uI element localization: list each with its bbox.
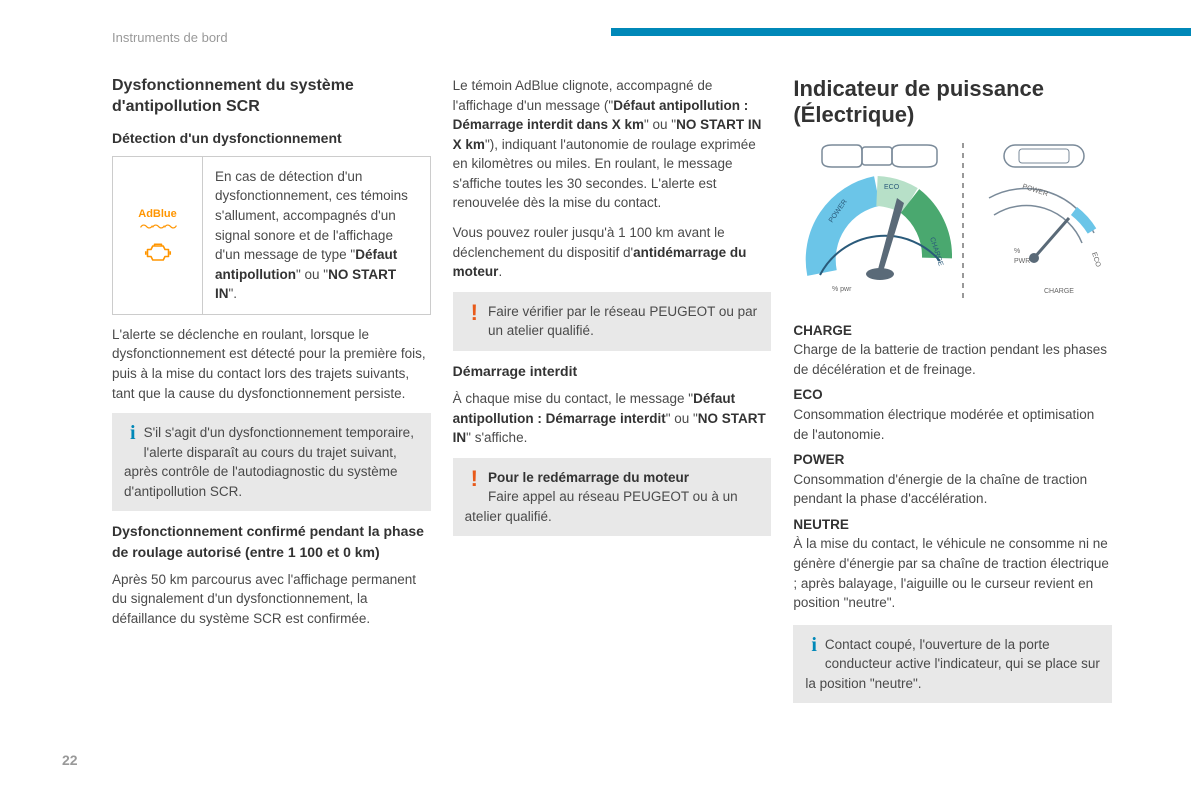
iconbox-text: En cas de détection d'un dysfonctionneme… <box>203 157 430 314</box>
col2-p1d: "), indiquant l'autonomie de roulage exp… <box>453 137 756 211</box>
charge-text: Charge de la batterie de traction pendan… <box>793 342 1107 377</box>
col1-info1: i S'il s'agit d'un dysfonctionnement tem… <box>112 413 431 511</box>
warning-icon: ! <box>471 468 478 490</box>
col2-p3d: " s'affiche. <box>466 430 527 445</box>
neutre-label: NEUTRE <box>793 515 1112 535</box>
col2-p3a: À chaque mise du contact, le message " <box>453 391 693 406</box>
iconbox-end: ". <box>229 286 238 301</box>
engine-warning-icon <box>144 242 172 264</box>
col2-warn1: ! Faire vérifier par le réseau PEUGEOT o… <box>453 292 772 351</box>
header-accent-bar <box>611 28 1191 36</box>
col2-warn2-text: Faire appel au réseau PEUGEOT ou à un at… <box>465 489 738 524</box>
col3-title: Indicateur de puissance (Électrique) <box>793 76 1112 129</box>
neutre-text: À la mise du contact, le véhicule ne con… <box>793 536 1109 610</box>
adblue-icon: AdBlue 〜〜〜 <box>138 207 177 231</box>
col1-sub2: Dysfonctionnement confirmé pendant la ph… <box>112 521 431 562</box>
gauge-separator <box>962 143 964 303</box>
col1-para2: Après 50 km parcourus avec l'affichage p… <box>112 570 431 629</box>
info-icon: i <box>130 423 136 443</box>
col2-para2: Vous pouvez rouler jusqu'à 1 100 km avan… <box>453 223 772 282</box>
col2-p2c: . <box>498 264 502 279</box>
page-number: 22 <box>62 750 78 770</box>
col2-warn1-text: Faire vérifier par le réseau PEUGEOT ou … <box>488 304 757 339</box>
col2-warn2: ! Pour le redémarrage du moteur Faire ap… <box>453 458 772 537</box>
charge-label: CHARGE <box>793 321 1112 341</box>
gauge-left-icon: POWER ECO CHARGE % pwr <box>802 143 952 303</box>
iconbox-mid: " ou " <box>296 267 328 282</box>
svg-text:ECO: ECO <box>1090 251 1102 268</box>
power-label: POWER <box>793 450 1112 470</box>
svg-text:PWR: PWR <box>1014 258 1030 265</box>
col3-info1-text: Contact coupé, l'ouverture de la porte c… <box>805 637 1100 691</box>
power-text: Consommation d'énergie de la chaîne de t… <box>793 472 1087 507</box>
col2-p1c: " ou " <box>644 117 676 132</box>
icon-cell: AdBlue 〜〜〜 <box>113 157 203 314</box>
info-icon: i <box>811 635 817 655</box>
gauge-illustration: POWER ECO CHARGE % pwr POWER <box>793 143 1112 303</box>
eco-text: Consommation électrique modérée et optim… <box>793 407 1094 442</box>
warning-icon: ! <box>471 302 478 324</box>
page-content: Dysfonctionnement du système d'antipollu… <box>112 76 1112 713</box>
col2-warn2-bold: Pour le redémarrage du moteur <box>488 470 689 485</box>
col1-sub1: Détection d'un dysfonctionnement <box>112 128 431 148</box>
eco-label: ECO <box>793 385 1112 405</box>
col2-para3: À chaque mise du contact, le message "Dé… <box>453 389 772 448</box>
col1-title: Dysfonctionnement du système d'antipollu… <box>112 76 431 118</box>
svg-text:% pwr: % pwr <box>832 286 852 293</box>
col1-para1: L'alerte se déclenche en roulant, lorsqu… <box>112 325 431 403</box>
svg-text:POWER: POWER <box>1021 183 1048 198</box>
col3-info1: i Contact coupé, l'ouverture de la porte… <box>793 625 1112 704</box>
svg-text:%: % <box>1014 248 1020 255</box>
column-2: Le témoin AdBlue clignote, accompagné de… <box>453 76 772 713</box>
gauge-right-icon: POWER ECO CHARGE % PWR <box>974 143 1104 303</box>
col2-sub1: Démarrage interdit <box>453 361 772 381</box>
col2-p3c: " ou " <box>666 411 698 426</box>
definitions: CHARGE Charge de la batterie de traction… <box>793 321 1112 613</box>
column-1: Dysfonctionnement du système d'antipollu… <box>112 76 431 713</box>
svg-text:CHARGE: CHARGE <box>1044 288 1074 295</box>
col1-info1-text: S'il s'agit d'un dysfonctionnement tempo… <box>124 425 414 499</box>
warning-icon-box: AdBlue 〜〜〜 En cas de détection d'un dysf… <box>112 156 431 315</box>
col2-para1: Le témoin AdBlue clignote, accompagné de… <box>453 76 772 213</box>
column-3: Indicateur de puissance (Électrique) <box>793 76 1112 713</box>
svg-text:ECO: ECO <box>884 184 900 191</box>
section-header: Instruments de bord <box>112 30 228 45</box>
